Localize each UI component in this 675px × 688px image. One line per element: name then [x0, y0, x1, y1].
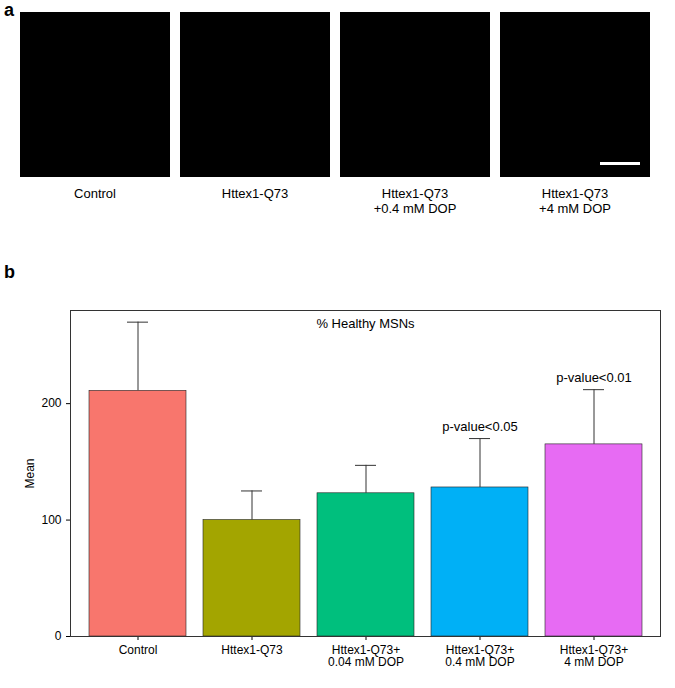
- svg-text:200: 200: [41, 396, 61, 410]
- svg-text:Httex1-Q73+0.04 mM DOP: Httex1-Q73+0.04 mM DOP: [328, 643, 404, 669]
- svg-text:0: 0: [55, 629, 62, 643]
- html-text:Control: Control: [74, 186, 116, 201]
- svg-text:p-value<0.05: p-value<0.05: [442, 419, 518, 434]
- svg-text:100: 100: [41, 513, 61, 527]
- svg-text:p-value<0.01: p-value<0.01: [556, 370, 632, 385]
- svg-text:Httex1-Q73+0.4 mM DOP: Httex1-Q73+0.4 mM DOP: [445, 643, 514, 669]
- html-text:b: b: [4, 262, 15, 282]
- svg-text:Mean: Mean: [23, 458, 37, 488]
- svg-text:Control: Control: [119, 643, 158, 657]
- html-text:a: a: [4, 0, 14, 20]
- svg-text:Httex1-Q73: Httex1-Q73: [221, 643, 283, 657]
- html-text:Httex1-Q73 +4 mM DOP: Httex1-Q73 +4 mM DOP: [539, 186, 611, 216]
- svg-text:% Healthy MSNs: % Healthy MSNs: [316, 316, 415, 331]
- html-text:Httex1-Q73 +0.4 mM DOP: Httex1-Q73 +0.4 mM DOP: [373, 186, 457, 216]
- html-text:Httex1-Q73: Httex1-Q73: [221, 186, 289, 201]
- svg-text:Httex1-Q73+4 mM DOP: Httex1-Q73+4 mM DOP: [560, 643, 628, 669]
